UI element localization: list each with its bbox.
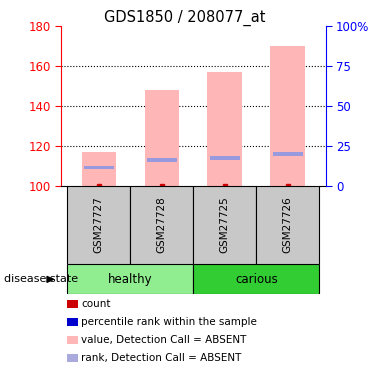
Bar bbox=[208, 72, 242, 186]
Bar bbox=[130, 186, 194, 264]
Bar bbox=[147, 158, 176, 162]
Text: percentile rank within the sample: percentile rank within the sample bbox=[81, 316, 257, 327]
Bar bbox=[84, 166, 114, 170]
Text: count: count bbox=[81, 298, 111, 309]
Bar bbox=[194, 186, 256, 264]
Text: healthy: healthy bbox=[108, 273, 153, 286]
Text: carious: carious bbox=[235, 273, 278, 286]
Text: GSM27725: GSM27725 bbox=[220, 196, 230, 254]
Bar bbox=[273, 152, 303, 156]
Bar bbox=[67, 300, 78, 308]
Bar bbox=[210, 156, 239, 159]
Bar bbox=[270, 46, 305, 186]
Bar bbox=[67, 354, 78, 362]
Bar bbox=[81, 152, 116, 186]
Bar bbox=[67, 336, 78, 344]
Bar bbox=[145, 90, 179, 186]
Bar bbox=[67, 186, 130, 264]
Text: GSM27726: GSM27726 bbox=[283, 196, 293, 254]
Bar bbox=[194, 264, 319, 294]
Bar bbox=[256, 186, 319, 264]
Bar bbox=[67, 264, 194, 294]
Text: value, Detection Call = ABSENT: value, Detection Call = ABSENT bbox=[81, 334, 247, 345]
Text: GDS1850 / 208077_at: GDS1850 / 208077_at bbox=[104, 9, 266, 26]
Text: rank, Detection Call = ABSENT: rank, Detection Call = ABSENT bbox=[81, 352, 242, 363]
Text: GSM27728: GSM27728 bbox=[157, 196, 167, 254]
Text: disease state: disease state bbox=[4, 274, 78, 284]
Bar bbox=[67, 318, 78, 326]
Text: GSM27727: GSM27727 bbox=[94, 196, 104, 254]
